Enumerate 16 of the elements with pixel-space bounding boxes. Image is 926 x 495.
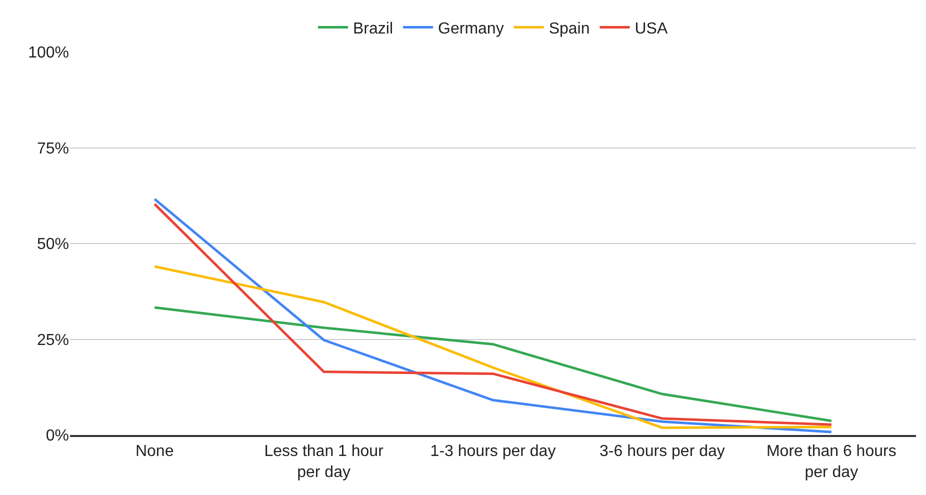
y-tick-label: 50% <box>36 236 69 254</box>
x-tick-label: None <box>135 442 174 460</box>
legend-label: Brazil <box>353 20 394 38</box>
x-tick-label: 3-6 hours per day <box>599 442 725 460</box>
line-series <box>153 306 833 422</box>
y-tick-label: 75% <box>36 140 69 158</box>
x-tick-label: More than 6 hours per day <box>766 442 896 481</box>
legend-label: USA <box>634 20 668 38</box>
y-tick-label: 100% <box>28 44 69 62</box>
x-tick-label: Less than 1 hour per day <box>264 442 384 481</box>
line-series <box>153 265 833 429</box>
x-tick-label: 1-3 hours per day <box>430 442 556 460</box>
y-tick-label: 0% <box>46 428 69 445</box>
legend-label: Germany <box>438 20 504 38</box>
legend-label: Spain <box>548 20 590 38</box>
y-tick-label: 25% <box>36 332 69 349</box>
